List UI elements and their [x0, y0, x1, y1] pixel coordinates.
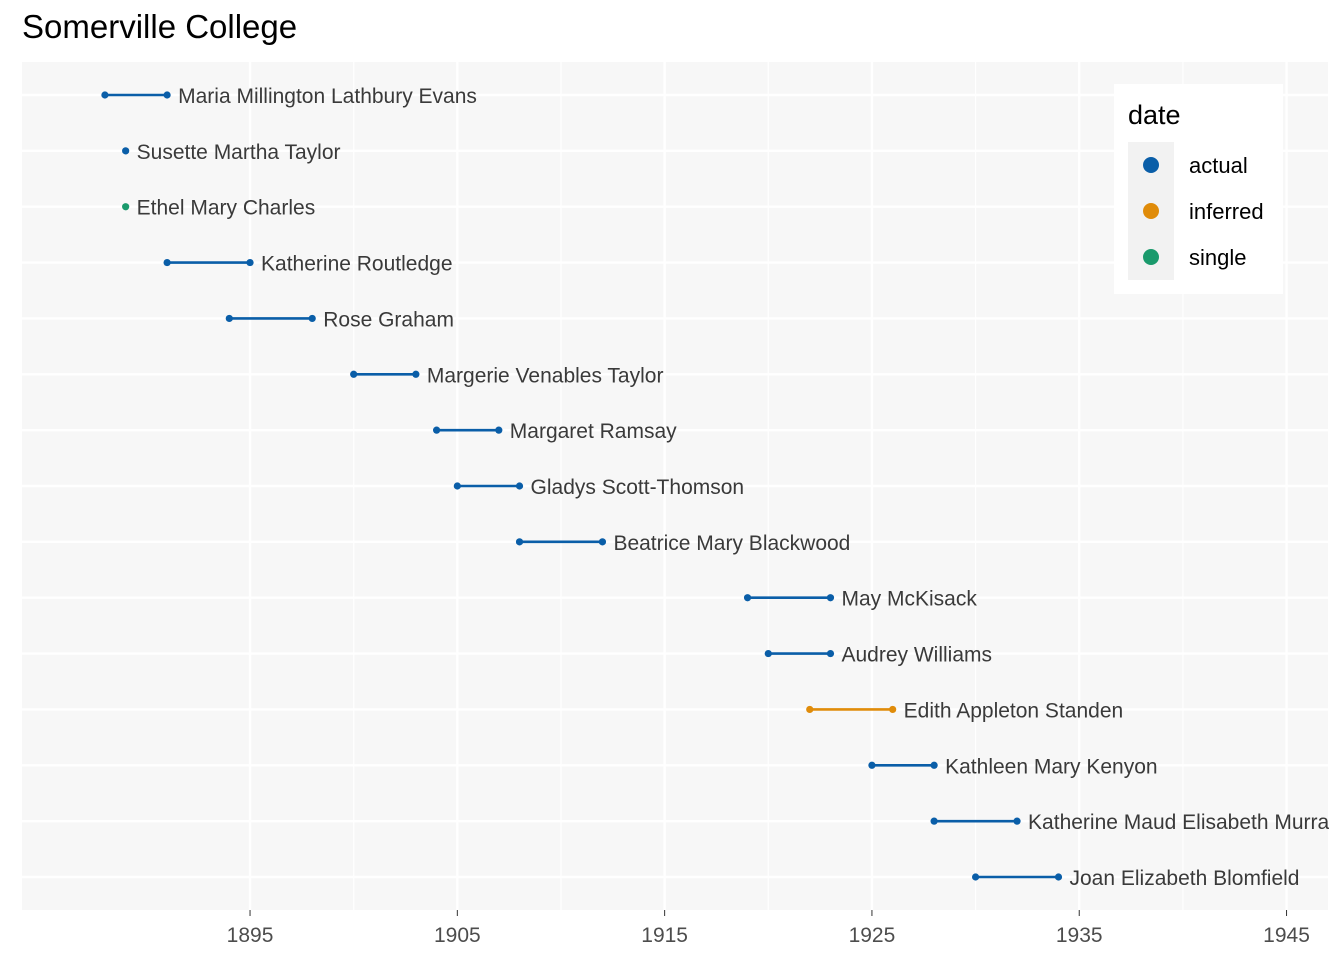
single-point	[122, 203, 130, 211]
end-point	[308, 314, 316, 323]
person-label: Gladys Scott-Thomson	[531, 476, 745, 499]
person-label: Kathleen Mary Kenyon	[945, 755, 1157, 778]
start-point	[515, 538, 524, 546]
x-tick-label: 1895	[227, 924, 274, 947]
x-tick-label: 1935	[1056, 924, 1103, 947]
end-point	[889, 705, 897, 714]
person-label: Katherine Maud Elisabeth Murray	[1028, 811, 1340, 834]
person-label: Audrey Williams	[841, 644, 992, 667]
start-point	[743, 594, 752, 602]
legend-key-inferred	[1143, 203, 1159, 219]
person-label: Beatrice Mary Blackwood	[613, 532, 850, 555]
person-label: Margerie Venables Taylor	[427, 364, 664, 387]
person-label: Margaret Ramsay	[510, 420, 677, 443]
legend-title: date	[1128, 100, 1181, 130]
start-point	[806, 705, 814, 714]
person-label: Joan Elizabeth Blomfield	[1070, 867, 1300, 890]
start-point	[225, 314, 233, 323]
end-point	[930, 761, 938, 769]
person-label: Susette Martha Taylor	[137, 141, 341, 164]
start-point	[971, 873, 980, 881]
person-label: Katherine Routledge	[261, 253, 452, 276]
start-point	[930, 817, 938, 825]
legend-label-single: single	[1189, 245, 1246, 270]
start-point	[453, 482, 461, 490]
legend-label-actual: actual	[1189, 153, 1248, 178]
end-point	[826, 649, 835, 658]
x-tick-label: 1915	[641, 924, 688, 947]
x-tick-label: 1945	[1263, 924, 1310, 947]
start-point	[764, 649, 772, 658]
x-tick-label: 1925	[849, 924, 896, 947]
end-point	[598, 538, 607, 546]
person-label: Ethel Mary Charles	[137, 197, 316, 220]
legend-label-inferred: inferred	[1189, 199, 1264, 224]
end-point	[826, 594, 835, 602]
end-point	[1013, 817, 1021, 825]
person-label: Maria Millington Lathbury Evans	[178, 85, 477, 108]
person-label: Edith Appleton Standen	[904, 699, 1124, 722]
end-point	[246, 258, 254, 267]
end-point	[412, 370, 420, 378]
legend-key-actual	[1143, 157, 1159, 173]
end-point	[163, 91, 171, 99]
end-point	[1054, 873, 1063, 881]
end-point	[495, 426, 503, 434]
start-point	[868, 761, 876, 769]
person-label: May McKisack	[841, 588, 977, 611]
start-point	[350, 370, 358, 378]
right-margin	[1329, 62, 1344, 910]
start-point	[163, 258, 171, 267]
end-point	[515, 482, 524, 490]
x-tick-label: 1905	[434, 924, 481, 947]
chart-title: Somerville College	[22, 8, 298, 45]
legend-key-single	[1143, 249, 1159, 265]
person-label: Rose Graham	[323, 308, 454, 331]
start-point	[101, 91, 109, 99]
start-point	[433, 426, 441, 434]
single-point	[122, 147, 130, 155]
